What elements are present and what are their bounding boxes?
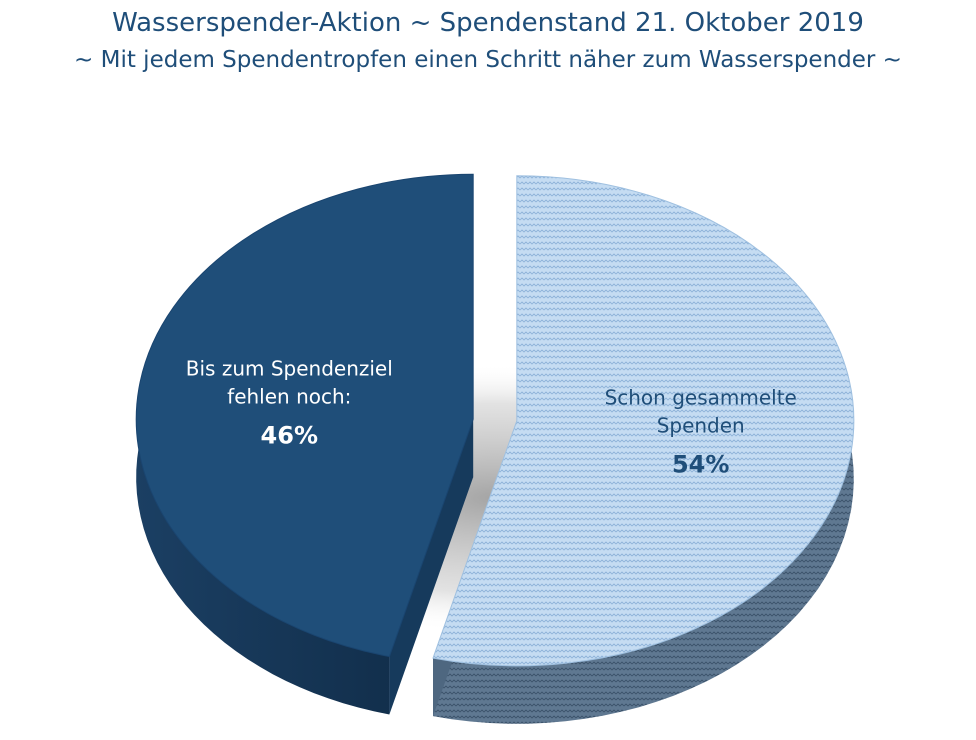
slice-label-line2: fehlen noch:: [227, 384, 351, 408]
pie-slice-remaining: [135, 173, 474, 658]
chart-subtitle: ~ Mit jedem Spendentropfen einen Schritt…: [74, 47, 902, 73]
pie-slice-wall: [389, 419, 474, 715]
pie-slice-collected: [432, 175, 855, 667]
chart-title: Wasserspender-Aktion ~ Spendenstand 21. …: [112, 8, 864, 38]
pie-slice-side: [433, 175, 854, 724]
slice-label-line1: Schon gesammelte: [605, 386, 797, 410]
slice-label-line1: Bis zum Spendenziel: [186, 356, 393, 380]
slice-percent-label: 54%: [672, 451, 729, 479]
slice-percent-label: 46%: [261, 421, 318, 449]
slice-label-line2: Spenden: [657, 414, 745, 438]
